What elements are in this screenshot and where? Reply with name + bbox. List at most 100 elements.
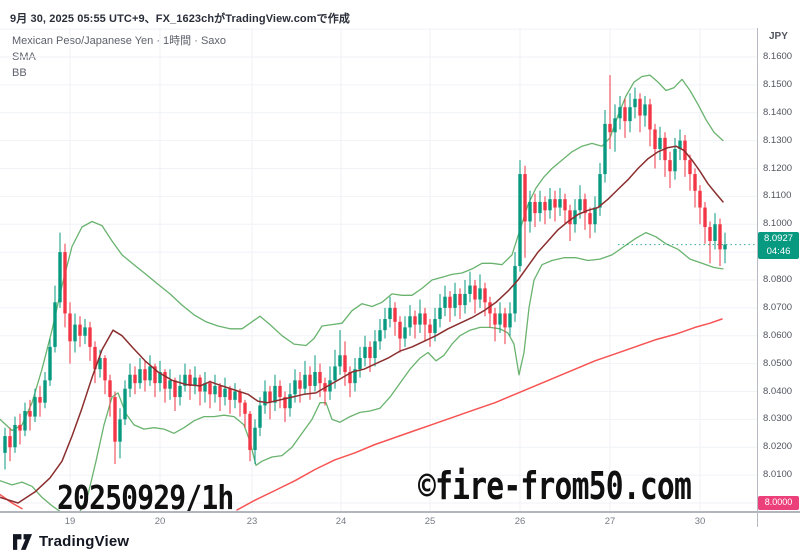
candle-body: [723, 244, 727, 250]
candle-body: [58, 252, 62, 303]
candle-body: [153, 366, 157, 384]
price-tick-label: 8.0600: [763, 330, 793, 341]
candle-body: [333, 366, 337, 381]
candle-body: [83, 327, 87, 336]
candle-body: [328, 380, 332, 392]
candle-body: [138, 369, 142, 384]
candle-body: [473, 285, 477, 300]
candle-body: [158, 371, 162, 384]
candle-body: [518, 174, 522, 267]
candle-body: [23, 411, 27, 431]
candle-body: [488, 302, 492, 314]
candle-body: [108, 380, 112, 398]
candle-body: [253, 427, 257, 451]
candle-body: [613, 118, 617, 133]
candle-body: [188, 374, 192, 386]
candle-body: [303, 374, 307, 389]
candle-body: [78, 324, 82, 336]
candle-body: [508, 313, 512, 328]
candle-body: [598, 174, 602, 208]
tradingview-brand[interactable]: TradingView: [13, 533, 129, 550]
candle-body: [193, 377, 197, 386]
candle-body: [713, 224, 717, 241]
candle-body: [588, 213, 592, 225]
candle-body: [168, 380, 172, 389]
candle-body: [593, 207, 597, 225]
candle-body: [33, 397, 37, 417]
bar-countdown: 04:46: [766, 245, 791, 257]
candle-body: [133, 374, 137, 384]
candle-body: [128, 374, 132, 389]
candle-body: [308, 374, 312, 386]
candle-body: [73, 324, 77, 342]
candle-body: [173, 380, 177, 398]
candle-body: [298, 380, 302, 389]
time-tick-label: 30: [694, 516, 706, 527]
candle-body: [8, 436, 12, 448]
candle-body: [123, 388, 127, 420]
low-price-badge: 8.0000: [758, 496, 799, 510]
candle-body: [423, 313, 427, 325]
candle-body: [18, 424, 22, 431]
candle-body: [363, 346, 367, 359]
candle-body: [578, 199, 582, 211]
candle-body: [553, 199, 557, 208]
price-tick-label: 8.1500: [763, 79, 793, 90]
candle-body: [458, 293, 462, 306]
watermark-site-credit: ©fire-from50.com: [418, 464, 692, 508]
candle-body: [708, 227, 712, 241]
candle-body: [283, 397, 287, 409]
candle-body: [233, 391, 237, 400]
price-tick-label: 8.0100: [763, 469, 793, 480]
price-tick-label: 8.1000: [763, 218, 793, 229]
candle-body: [433, 319, 437, 333]
candle-body: [453, 293, 457, 308]
plot-area[interactable]: [0, 28, 757, 514]
candle-body: [43, 380, 47, 403]
watermark-date-timeframe: 20250929/1h: [57, 478, 234, 517]
candle-body: [493, 313, 497, 325]
candle-body: [538, 201, 542, 214]
candle-body: [408, 316, 412, 328]
candle-body: [463, 293, 467, 306]
candle-body: [618, 107, 622, 119]
candle-body: [13, 424, 17, 448]
candle-body: [653, 129, 657, 149]
candle-body: [633, 98, 637, 108]
price-tick-label: 8.1100: [763, 190, 792, 201]
candle-body: [273, 385, 277, 403]
candle-body: [38, 397, 42, 403]
candle-body: [318, 371, 322, 384]
candle-body: [258, 405, 262, 428]
chart-legend: Mexican Peso/Japanese Yen · 1時間 · Saxo S…: [12, 33, 226, 81]
candle-body: [88, 327, 92, 347]
candle-body: [533, 201, 537, 214]
candle-body: [638, 98, 642, 116]
candle-body: [343, 355, 347, 372]
candle-body: [163, 371, 167, 389]
last-price-value: 8.0927: [763, 233, 794, 244]
time-tick-label: 19: [64, 516, 76, 527]
candle-body: [278, 385, 282, 398]
legend-indicator-bb[interactable]: BB: [12, 67, 27, 79]
candle-body: [448, 296, 452, 308]
time-tick-label: 27: [604, 516, 616, 527]
price-tick-label: 8.0500: [763, 358, 793, 369]
candle-body: [208, 383, 212, 395]
candle-body: [388, 307, 392, 320]
candle-body: [213, 385, 217, 395]
candle-body: [103, 358, 107, 381]
candle-body: [603, 123, 607, 175]
price-tick-label: 8.0700: [763, 302, 793, 313]
candle-body: [218, 385, 222, 398]
candle-body: [373, 341, 377, 359]
candle-body: [178, 385, 182, 398]
last-price-badge: 8.0927 04:46: [758, 232, 799, 259]
time-tick-label: 20: [154, 516, 166, 527]
legend-symbol-title[interactable]: Mexican Peso/Japanese Yen · 1時間 · Saxo: [12, 35, 227, 47]
candle-body: [563, 199, 567, 211]
candle-body: [248, 413, 252, 451]
candle-body: [143, 369, 147, 381]
